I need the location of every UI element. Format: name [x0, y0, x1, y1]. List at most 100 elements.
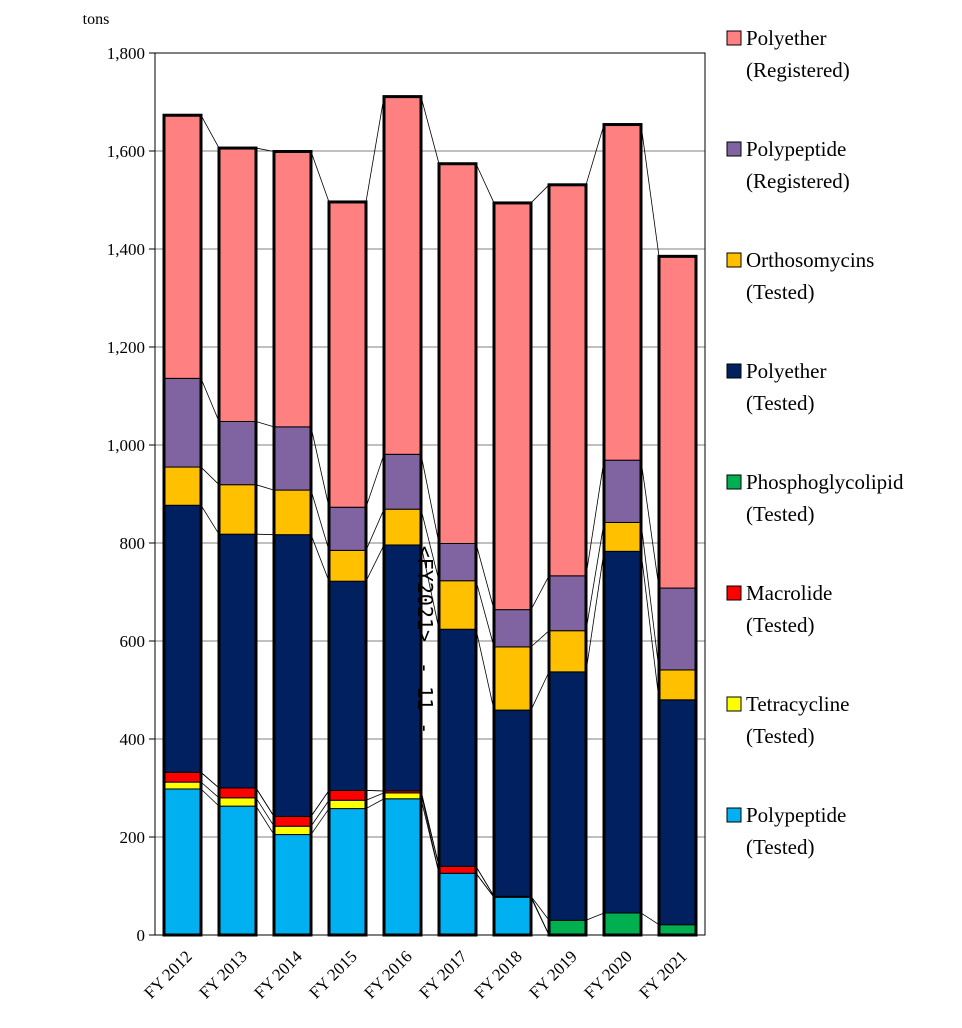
legend-sublabel: (Tested)	[746, 835, 815, 859]
series-connector	[200, 466, 220, 485]
legend-swatch	[726, 474, 742, 490]
bar-segment	[548, 630, 587, 673]
series-connector	[475, 629, 495, 711]
y-tick-label: 400	[120, 730, 146, 749]
bar-segment	[493, 609, 532, 648]
legend-sublabel: (Tested)	[746, 613, 815, 637]
series-connector-lines	[200, 96, 660, 936]
legend-swatch	[726, 807, 742, 823]
y-tick-label: 200	[120, 828, 146, 847]
series-connector	[365, 454, 385, 508]
bar-segment	[548, 919, 587, 936]
legend-label: Polyether	[746, 26, 826, 50]
bar-segment	[383, 792, 422, 800]
series-connector	[475, 866, 495, 897]
bar-segment	[658, 669, 697, 701]
legend-swatch	[726, 696, 742, 712]
legend-sublabel: (Tested)	[746, 280, 815, 304]
bar-segment	[493, 896, 532, 936]
series-connector	[420, 792, 440, 874]
bar-segment	[273, 534, 312, 817]
bar-segment	[438, 628, 477, 867]
series-connector	[255, 805, 275, 835]
bar-segment	[273, 489, 312, 536]
series-connector	[530, 575, 550, 610]
series-connector	[530, 896, 550, 936]
bar-segment	[658, 587, 697, 671]
legend-label: Polypeptide	[746, 137, 846, 161]
legend-label: Phosphoglycolipid	[746, 470, 904, 494]
series-connector	[420, 509, 440, 581]
series-connector	[585, 460, 605, 576]
legend-label: Orthosomycins	[746, 248, 874, 272]
bar-segment	[328, 789, 367, 801]
bar-segment	[493, 202, 532, 611]
legend: Polyether (Registered) Polypeptide (Registe…	[726, 26, 904, 859]
series-connector	[475, 543, 495, 610]
bar-segment	[218, 147, 257, 422]
x-tick-label: FY 2020	[580, 947, 635, 1002]
bar-segment	[438, 580, 477, 630]
y-tick-label: 1,400	[107, 240, 145, 259]
bar-segment	[438, 872, 477, 936]
y-tick-label: 1,800	[107, 44, 145, 63]
x-tick-label: FY 2015	[305, 947, 360, 1002]
bar-segment	[438, 542, 477, 582]
legend-sublabel: (Tested)	[746, 391, 815, 415]
legend-swatch	[726, 585, 742, 601]
x-tick-label: FY 2016	[360, 947, 415, 1002]
bar-segment	[438, 865, 477, 874]
y-tick-label: 1,600	[107, 142, 145, 161]
legend-sublabel: (Tested)	[746, 502, 815, 526]
bar-segment	[163, 788, 202, 936]
bar-segment	[603, 459, 642, 523]
bar-segment	[658, 255, 697, 589]
y-axis-ticks: 0 200 400 600 800 1,000 1,200 1,400 1,600 1,800	[107, 44, 155, 945]
page-footer-label: <FY2021> - 11 -	[413, 546, 437, 735]
bar-segment	[273, 150, 312, 428]
x-tick-label: FY 2012	[140, 947, 195, 1002]
bar-segment	[273, 825, 312, 836]
bar-segment	[218, 484, 257, 535]
bar-segment	[163, 781, 202, 790]
series-connector	[475, 163, 495, 204]
x-tick-label: FY 2017	[415, 947, 471, 1003]
series-connector	[475, 873, 495, 898]
series-connector	[310, 534, 330, 582]
y-tick-label: 800	[120, 534, 146, 553]
series-connector	[310, 800, 330, 827]
bar-segment	[218, 533, 257, 789]
bar-segment	[548, 184, 587, 577]
series-connector	[200, 772, 220, 789]
series-connector	[255, 787, 275, 817]
series-connector	[200, 788, 220, 807]
series-connector	[420, 96, 440, 164]
x-tick-label: FY 2013	[195, 947, 250, 1002]
legend-label: Polyether	[746, 359, 826, 383]
bar-segment	[273, 834, 312, 936]
bars	[163, 96, 697, 936]
series-connector	[475, 580, 495, 647]
y-tick-label: 1,200	[107, 338, 145, 357]
series-connector	[640, 460, 660, 589]
series-connector	[420, 790, 440, 867]
series-connector	[420, 454, 440, 544]
series-connector	[255, 797, 275, 827]
series-connector	[365, 792, 385, 801]
bar-segment	[548, 575, 587, 632]
bar-segment	[218, 797, 257, 807]
bar-segment	[218, 787, 257, 799]
series-connector	[255, 484, 275, 491]
series-connector	[365, 544, 385, 582]
y-tick-label: 1,000	[107, 436, 145, 455]
series-connector	[530, 184, 550, 204]
series-connector	[585, 522, 605, 631]
bar-segment	[603, 521, 642, 552]
series-connector	[365, 798, 385, 809]
legend-label: Macrolide	[746, 581, 832, 605]
bar-segment	[163, 377, 202, 468]
bar-segment	[163, 771, 202, 783]
series-connector	[585, 124, 605, 185]
bar-segment	[328, 580, 367, 791]
bar-segment	[383, 96, 422, 455]
